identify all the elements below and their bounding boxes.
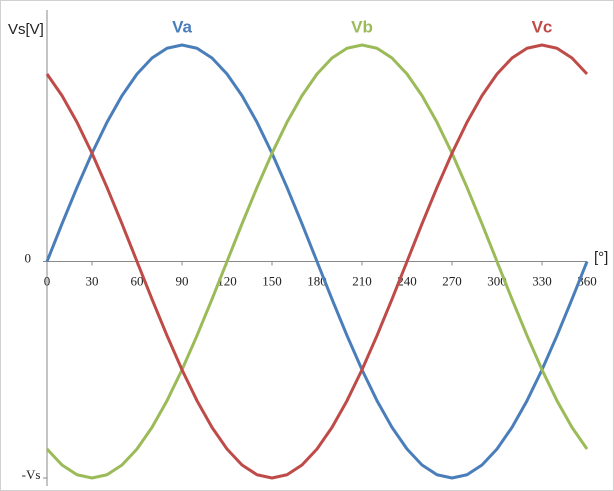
series-label: Va xyxy=(172,17,192,36)
x-tick-label: 0 xyxy=(44,273,51,288)
x-tick-label: 330 xyxy=(532,273,552,288)
series-line xyxy=(45,43,589,480)
series-label: Vc xyxy=(532,17,553,36)
x-tick-label: 210 xyxy=(352,273,372,288)
y-axis-label: Vs[V] xyxy=(8,21,44,38)
x-tick-label: 270 xyxy=(442,273,462,288)
series-line xyxy=(45,43,589,480)
x-tick-label: 60 xyxy=(131,273,144,288)
x-tick-label: 90 xyxy=(176,273,189,288)
y-tick-label: -Vs xyxy=(22,467,41,482)
x-tick-label: 150 xyxy=(262,273,282,288)
x-axis-label: [°] xyxy=(594,249,608,266)
y-tick-label: 0 xyxy=(25,250,32,265)
series-label: Vb xyxy=(351,17,373,36)
series-line xyxy=(45,43,589,480)
x-tick-label: 30 xyxy=(86,273,99,288)
